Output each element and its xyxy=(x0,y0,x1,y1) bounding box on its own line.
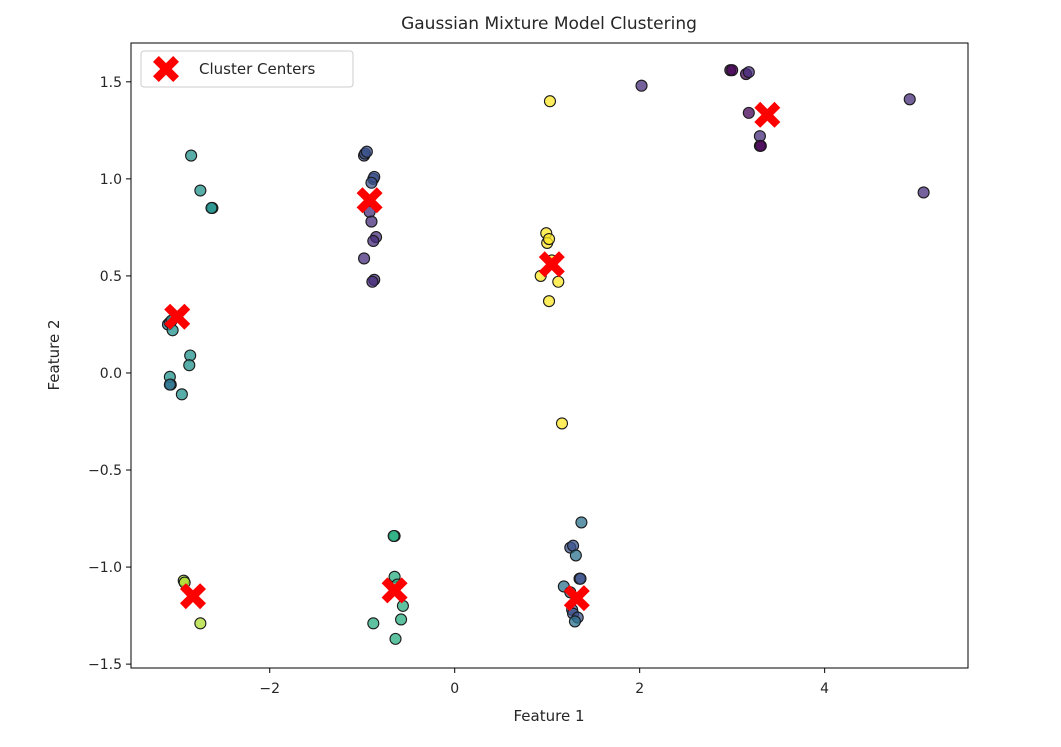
data-point xyxy=(552,275,565,288)
data-point xyxy=(742,106,755,119)
data-point xyxy=(205,201,218,215)
data-point xyxy=(542,232,556,246)
data-point xyxy=(555,417,569,430)
data-point xyxy=(360,145,373,158)
data-point xyxy=(367,617,380,630)
data-point xyxy=(569,549,582,562)
data-point xyxy=(395,613,408,626)
data-point xyxy=(389,632,402,645)
legend: Cluster Centers xyxy=(140,50,354,88)
data-point xyxy=(365,176,378,189)
chart-title: Gaussian Mixture Model Clustering xyxy=(401,14,697,34)
data-point xyxy=(542,295,556,308)
y-tick-label: 1.5 xyxy=(100,75,122,91)
data-point xyxy=(726,64,739,77)
y-tick-label: −1.0 xyxy=(88,560,122,576)
cluster-center-marker xyxy=(356,187,383,214)
data-point xyxy=(358,252,371,265)
x-tick-label: 0 xyxy=(450,681,459,697)
y-tick-label: −1.5 xyxy=(88,657,122,673)
cluster-centers xyxy=(164,101,781,612)
data-point xyxy=(754,139,767,152)
cluster-center-marker xyxy=(538,251,565,278)
data-point xyxy=(575,516,588,529)
data-point xyxy=(194,617,207,630)
legend-label: Cluster Centers xyxy=(199,60,315,78)
data-point xyxy=(568,615,581,628)
data-point xyxy=(175,388,188,401)
legend-box xyxy=(140,50,354,88)
cluster-center-marker xyxy=(754,101,781,128)
legend-center-marker xyxy=(153,56,179,82)
plot-area xyxy=(130,42,969,669)
legend-x-glyph xyxy=(153,56,179,82)
y-tick-label: 1.0 xyxy=(100,172,122,188)
cluster-center-marker xyxy=(164,303,191,330)
y-tick-label: −0.5 xyxy=(88,463,122,479)
data-point xyxy=(367,234,380,248)
cluster-center-marker xyxy=(180,583,206,610)
y-tick-label: 0.0 xyxy=(100,366,122,382)
y-axis-label: Feature 2 xyxy=(45,320,63,391)
cluster-center-marker xyxy=(563,585,590,612)
data-point xyxy=(366,275,379,288)
cluster-center-marker xyxy=(381,577,408,604)
y-axis: −1.5 −1.0 −0.5 0.0 0.5 1.0 1.5 xyxy=(88,75,131,673)
data-point xyxy=(387,529,400,543)
data-point xyxy=(742,66,755,79)
data-point xyxy=(194,184,207,197)
plot-background xyxy=(131,43,968,668)
y-tick-label: 0.5 xyxy=(100,269,122,285)
data-point xyxy=(903,93,916,106)
data-point xyxy=(365,215,378,228)
plot-frame xyxy=(130,42,969,669)
data-point xyxy=(917,186,930,199)
data-point xyxy=(185,149,198,162)
x-axis: −2 0 2 4 xyxy=(259,668,829,697)
x-axis-label: Feature 1 xyxy=(514,707,585,725)
data-point xyxy=(183,359,196,372)
data-point xyxy=(543,95,557,108)
data-point xyxy=(574,572,587,585)
x-tick-label: 4 xyxy=(820,681,829,697)
data-point xyxy=(635,79,648,92)
x-tick-label: −2 xyxy=(259,681,280,697)
data-point xyxy=(163,378,176,391)
x-tick-label: 2 xyxy=(635,681,644,697)
